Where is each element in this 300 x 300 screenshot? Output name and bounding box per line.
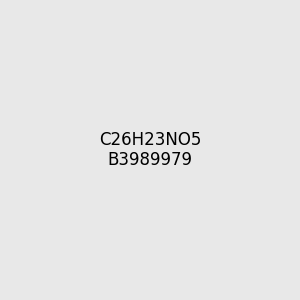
Text: C26H23NO5
B3989979: C26H23NO5 B3989979 (99, 130, 201, 170)
